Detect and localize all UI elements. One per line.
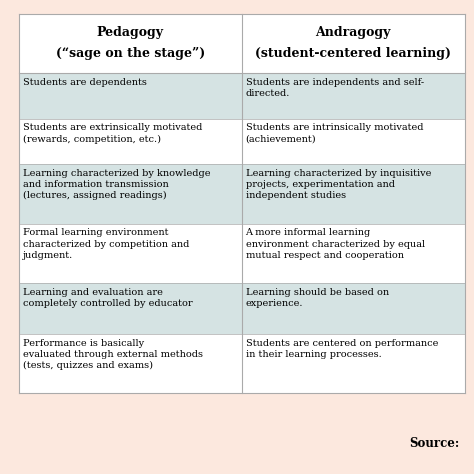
Bar [19,224,242,283]
Bar [242,164,465,224]
Text: Pedagogy: Pedagogy [97,26,164,39]
Text: A more informal learning
environment characterized by equal
mutual respect and c: A more informal learning environment cha… [246,228,425,260]
Text: Students are intrinsically motivated
(achievement): Students are intrinsically motivated (ac… [246,123,423,143]
Bar [242,224,465,283]
Text: Students are independents and self-
directed.: Students are independents and self- dire… [246,78,424,98]
Text: Students are extrinsically motivated
(rewards, competition, etc.): Students are extrinsically motivated (re… [23,123,202,144]
Text: (student-centered learning): (student-centered learning) [255,46,451,60]
Text: Students are dependents: Students are dependents [23,78,146,87]
Bar [19,14,465,73]
Bar [242,283,465,334]
Bar [19,73,242,118]
Bar [242,334,465,393]
Text: Source:: Source: [410,438,460,450]
Text: Andragogy: Andragogy [315,26,391,39]
Text: Performance is basically
evaluated through external methods
(tests, quizzes and : Performance is basically evaluated throu… [23,338,203,370]
Bar [242,118,465,164]
Text: Learning characterized by knowledge
and information transmission
(lectures, assi: Learning characterized by knowledge and … [23,169,210,200]
Bar [19,334,242,393]
Text: (“sage on the stage”): (“sage on the stage”) [56,46,205,60]
Text: Formal learning environment
characterized by competition and
judgment.: Formal learning environment characterize… [23,228,189,260]
Text: Students are centered on performance
in their learning processes.: Students are centered on performance in … [246,338,438,359]
Text: Learning characterized by inquisitive
projects, experimentation and
independent : Learning characterized by inquisitive pr… [246,169,431,200]
Text: Learning and evaluation are
completely controlled by educator: Learning and evaluation are completely c… [23,288,192,308]
Text: Learning should be based on
experience.: Learning should be based on experience. [246,288,389,308]
Bar [242,73,465,118]
Bar [19,118,242,164]
Bar [19,164,242,224]
Bar [19,283,242,334]
